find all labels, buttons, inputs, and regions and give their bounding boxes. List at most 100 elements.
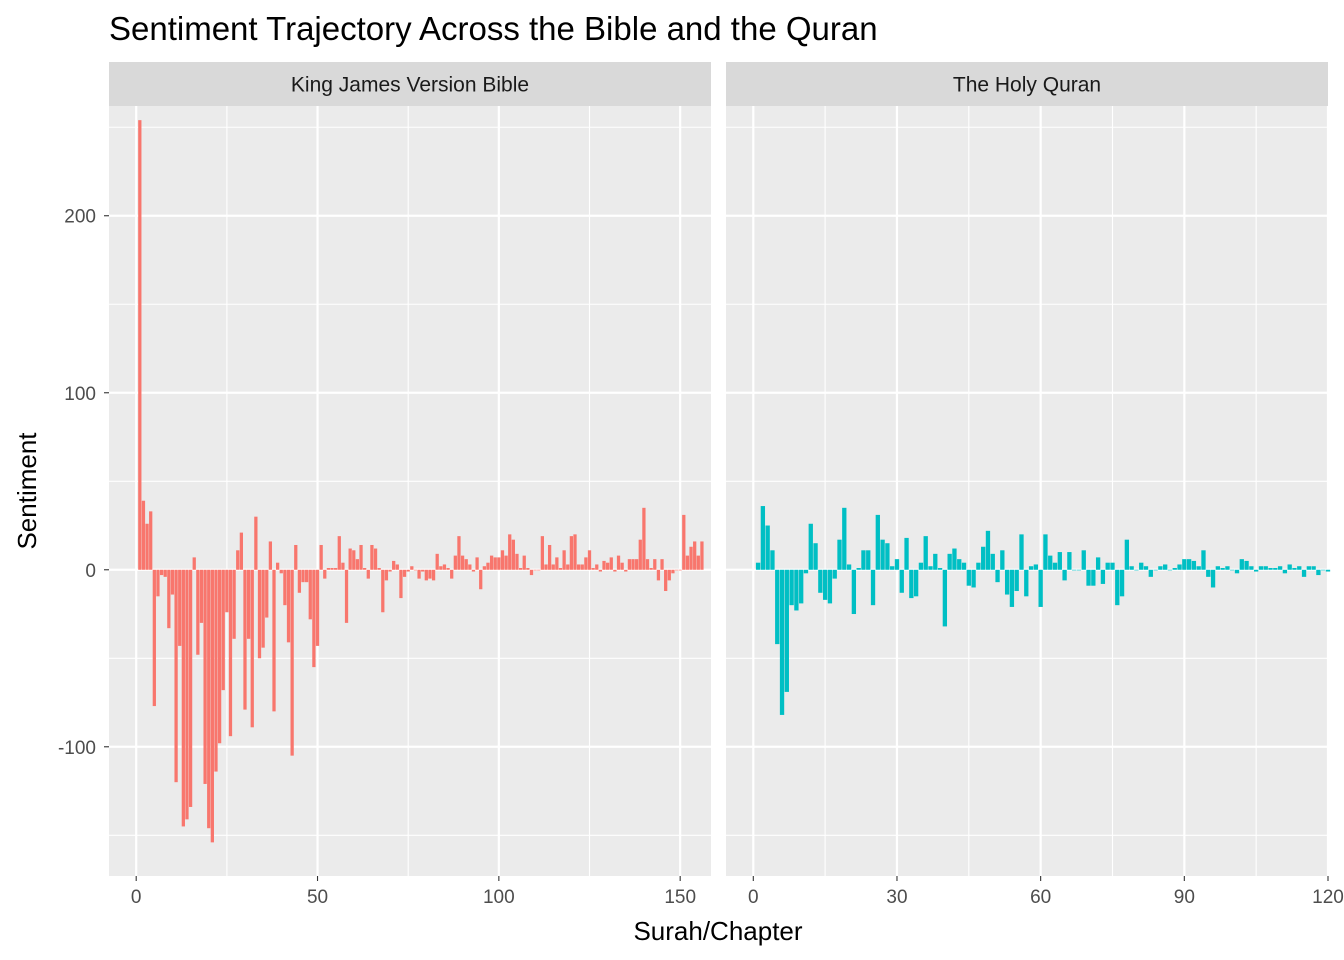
bar [290,569,294,756]
bar [1182,559,1187,570]
bar [232,569,236,639]
bar [1268,568,1273,570]
bar [276,562,280,570]
bar [1014,569,1019,592]
bar [832,569,837,579]
bar [377,568,381,570]
bar [1177,564,1182,570]
bar [1163,564,1168,570]
bar [388,569,392,572]
bar [1024,569,1029,597]
bar [508,534,512,570]
bar [1052,562,1058,570]
bar [1292,568,1297,570]
bar [667,569,671,581]
bar [551,564,555,570]
bar [442,564,447,570]
bar [562,550,566,570]
bar [642,507,646,570]
bar [243,569,247,710]
bar [616,555,621,570]
bar [450,569,454,579]
bar [966,569,971,586]
bar [464,559,468,570]
bar [942,569,948,627]
bar [489,555,494,570]
bar [851,569,857,615]
bar [846,564,852,570]
bar [696,555,700,570]
bar [163,569,167,577]
bar [156,569,160,597]
bar [1206,569,1211,577]
bar [544,564,548,570]
bar [1297,566,1302,570]
bar [344,569,349,623]
x-tick-label: 50 [307,887,328,908]
bar [624,569,628,572]
panel-quran: The Holy Quran 0 30 60 90 120 [726,62,1344,908]
bar [573,534,577,570]
bar [225,569,229,613]
bar [631,559,635,570]
bar [1115,569,1120,606]
bar [913,569,919,597]
bar [558,568,563,570]
bar [1230,569,1235,571]
bar [645,559,650,570]
bar [1210,569,1216,588]
bar [591,568,595,570]
bar [152,569,156,707]
bar [482,566,486,570]
bar [250,569,254,728]
bar [1086,569,1091,586]
bar [294,544,298,570]
bar [1143,566,1149,570]
bar [188,569,193,807]
x-tick-label: 60 [1030,887,1051,908]
bar [598,569,603,572]
bar [246,569,251,639]
bar [181,569,185,827]
bar [479,569,483,590]
bar [533,569,537,571]
bar [1325,569,1331,572]
bar [682,514,686,570]
bar [511,539,515,570]
bar [439,566,443,570]
bar [1158,566,1163,570]
bar [880,539,885,570]
bar [649,568,653,570]
bar [909,569,914,599]
panel-bible-strip [109,62,711,106]
y-tick-label: -100 [58,738,96,759]
bar [145,523,149,570]
bar [1048,555,1053,570]
y-tick-label: 200 [64,207,96,228]
panel-bible: King James Version Bible 0 50 100 150 [109,62,711,908]
bar [674,569,679,571]
y-tick-label: 0 [85,561,96,582]
bar [595,564,599,570]
bar [1239,559,1244,570]
bar [526,568,530,570]
bar [1091,569,1096,586]
bar [500,550,505,570]
bar [355,559,360,570]
bar [620,562,624,570]
bar [540,536,544,570]
bar [609,557,613,570]
y-axis-title: Sentiment [12,432,42,550]
bar [1004,569,1010,595]
panel-quran-plot-area [726,106,1328,876]
bar [1258,566,1264,570]
bar [602,560,606,570]
bar [1254,569,1259,572]
panel-bible-bars [138,120,704,843]
bar [627,559,632,570]
bar [330,568,334,570]
bar [1316,569,1321,576]
bar [606,562,610,570]
bar [1134,569,1139,571]
bar [587,550,592,570]
